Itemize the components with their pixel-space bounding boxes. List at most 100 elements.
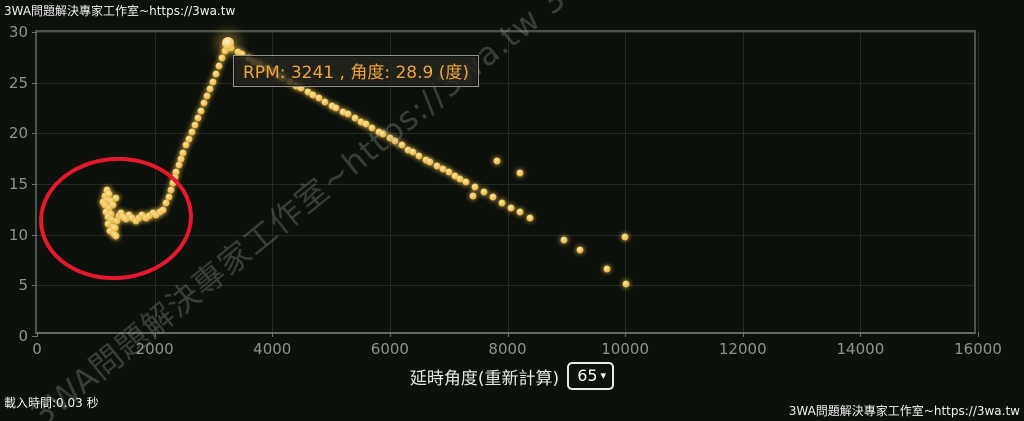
data-point xyxy=(218,54,226,62)
data-point xyxy=(105,190,113,198)
data-point xyxy=(102,208,110,216)
x-tickmark xyxy=(625,332,627,337)
data-point xyxy=(182,141,190,149)
data-point xyxy=(175,161,183,169)
data-point xyxy=(415,152,423,160)
gridline-v xyxy=(389,32,391,332)
data-point xyxy=(209,78,217,86)
data-point xyxy=(426,158,434,166)
y-tick-label: 25 xyxy=(8,73,28,92)
data-point xyxy=(576,246,584,254)
x-tickmark xyxy=(978,332,979,337)
data-point xyxy=(122,215,130,223)
y-tick-label: 10 xyxy=(8,225,28,244)
gridline-v xyxy=(272,32,274,332)
data-point xyxy=(227,44,235,52)
x-tick-label: 6000 xyxy=(370,340,409,358)
data-point xyxy=(445,168,453,176)
data-point xyxy=(165,193,173,201)
data-point xyxy=(622,280,630,288)
data-point xyxy=(462,178,470,186)
data-point xyxy=(142,214,150,222)
data-point xyxy=(526,214,534,222)
gridline-h xyxy=(37,184,974,185)
data-point xyxy=(191,121,199,129)
data-point xyxy=(451,172,459,180)
data-point xyxy=(162,199,170,207)
controls-row: 延時角度(重新計算) 65 ▾ xyxy=(0,360,1024,392)
data-point xyxy=(469,192,477,200)
data-point xyxy=(149,209,157,217)
data-point xyxy=(179,149,187,157)
delay-angle-selected-value: 65 xyxy=(577,366,598,385)
data-point xyxy=(156,208,164,216)
data-point xyxy=(304,88,312,96)
x-tickmark xyxy=(154,332,156,337)
data-point xyxy=(108,216,116,224)
data-point xyxy=(117,209,125,217)
x-tick-label: 16000 xyxy=(954,340,1002,358)
data-point xyxy=(422,156,430,164)
data-point xyxy=(128,214,136,222)
gridline-v xyxy=(978,32,979,332)
gridline-h xyxy=(37,133,974,135)
highlighted-data-point[interactable] xyxy=(221,37,234,50)
data-point xyxy=(238,50,246,58)
data-point xyxy=(194,114,202,122)
data-point xyxy=(177,155,184,163)
y-tickmark xyxy=(32,336,37,337)
data-point xyxy=(169,179,177,187)
data-point xyxy=(332,104,340,112)
data-point xyxy=(113,217,121,225)
delay-angle-select[interactable]: 65 ▾ xyxy=(567,362,615,390)
x-tick-label: 10000 xyxy=(601,340,649,358)
data-point xyxy=(107,210,115,218)
y-tick-label: 20 xyxy=(8,124,28,143)
data-point xyxy=(135,214,143,222)
data-point xyxy=(103,186,111,194)
gridline-v xyxy=(625,32,627,332)
y-tickmark xyxy=(32,82,37,84)
y-tickmark xyxy=(32,285,37,287)
x-tickmark xyxy=(860,332,862,337)
data-point xyxy=(111,224,119,232)
x-tick-label: 12000 xyxy=(718,340,767,358)
gridline-h xyxy=(37,32,974,33)
x-tickmark xyxy=(272,332,274,337)
x-tick-label: 4000 xyxy=(253,340,292,358)
y-tickmark xyxy=(32,234,37,236)
data-point xyxy=(167,186,174,194)
data-point xyxy=(560,236,568,244)
data-point xyxy=(409,148,417,156)
data-point xyxy=(109,201,117,209)
data-point xyxy=(197,107,205,115)
data-point xyxy=(104,213,112,221)
x-tick-label: 2000 xyxy=(135,340,174,358)
data-point xyxy=(112,232,120,240)
data-point xyxy=(101,201,109,209)
x-tickmark xyxy=(742,332,744,337)
data-point xyxy=(328,102,336,110)
data-point xyxy=(200,99,208,107)
data-point xyxy=(188,128,196,136)
data-point xyxy=(171,173,179,181)
y-tickmark xyxy=(32,133,37,135)
data-point xyxy=(339,108,347,116)
site-title-bottom: 3WA問題解決專家工作室~https://3wa.tw xyxy=(788,404,1020,418)
load-time-text: 載入時間:0.03 秒 xyxy=(4,396,99,410)
data-point xyxy=(344,110,352,118)
data-point xyxy=(368,124,376,132)
y-tick-label: 15 xyxy=(8,175,28,193)
data-point xyxy=(138,211,146,219)
data-point xyxy=(212,70,220,78)
x-tick-label: 0 xyxy=(32,340,42,358)
data-point xyxy=(375,128,383,136)
data-point xyxy=(107,197,115,205)
gridline-v xyxy=(154,32,156,332)
data-point xyxy=(297,84,305,92)
y-tickmark xyxy=(32,184,37,185)
gridline-v xyxy=(507,32,509,332)
data-point xyxy=(145,212,153,220)
gridline-v xyxy=(742,32,744,332)
